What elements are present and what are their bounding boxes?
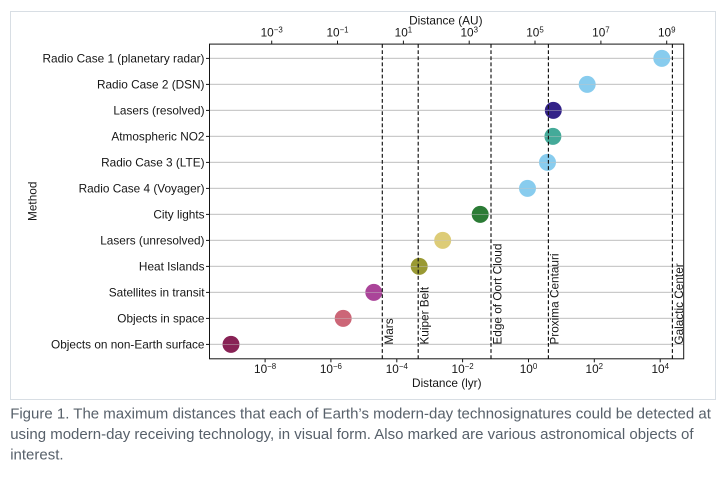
svg-text:Method: Method (26, 182, 40, 221)
svg-text:Atmospheric NO2: Atmospheric NO2 (111, 130, 204, 144)
svg-text:Objects in space: Objects in space (117, 312, 205, 326)
svg-text:Mars: Mars (382, 318, 396, 344)
svg-text:101: 101 (395, 25, 413, 39)
svg-text:Edge of Oort Cloud: Edge of Oort Cloud (490, 244, 504, 345)
svg-text:Satellites in transit: Satellites in transit (109, 286, 205, 300)
svg-text:Distance (lyr): Distance (lyr) (412, 376, 482, 390)
svg-text:Figure 1. The maximum distance: Figure 1. The maximum distances that eac… (10, 405, 712, 422)
svg-text:Objects on non-Earth surface: Objects on non-Earth surface (51, 338, 205, 352)
svg-text:Radio Case 1 (planetary radar): Radio Case 1 (planetary radar) (43, 52, 205, 66)
svg-text:Distance (AU): Distance (AU) (409, 14, 482, 28)
svg-text:Lasers (resolved): Lasers (resolved) (113, 104, 204, 118)
svg-text:Proxima Centauri: Proxima Centauri (548, 253, 562, 344)
svg-text:Radio Case 2 (DSN): Radio Case 2 (DSN) (97, 78, 205, 92)
svg-text:Radio Case 4 (Voyager): Radio Case 4 (Voyager) (79, 182, 205, 196)
svg-text:Radio Case 3 (LTE): Radio Case 3 (LTE) (101, 156, 204, 170)
svg-text:Lasers (unresolved): Lasers (unresolved) (100, 234, 204, 248)
svg-text:107: 107 (592, 25, 610, 39)
svg-text:using modern-day receiving tec: using modern-day receiving technology, i… (10, 426, 694, 443)
svg-text:Heat Islands: Heat Islands (139, 260, 205, 274)
svg-text:City lights: City lights (153, 208, 204, 222)
svg-text:Galactic Center: Galactic Center (672, 263, 686, 344)
svg-text:interest.: interest. (10, 447, 63, 464)
svg-text:Kuiper Belt: Kuiper Belt (418, 286, 432, 344)
